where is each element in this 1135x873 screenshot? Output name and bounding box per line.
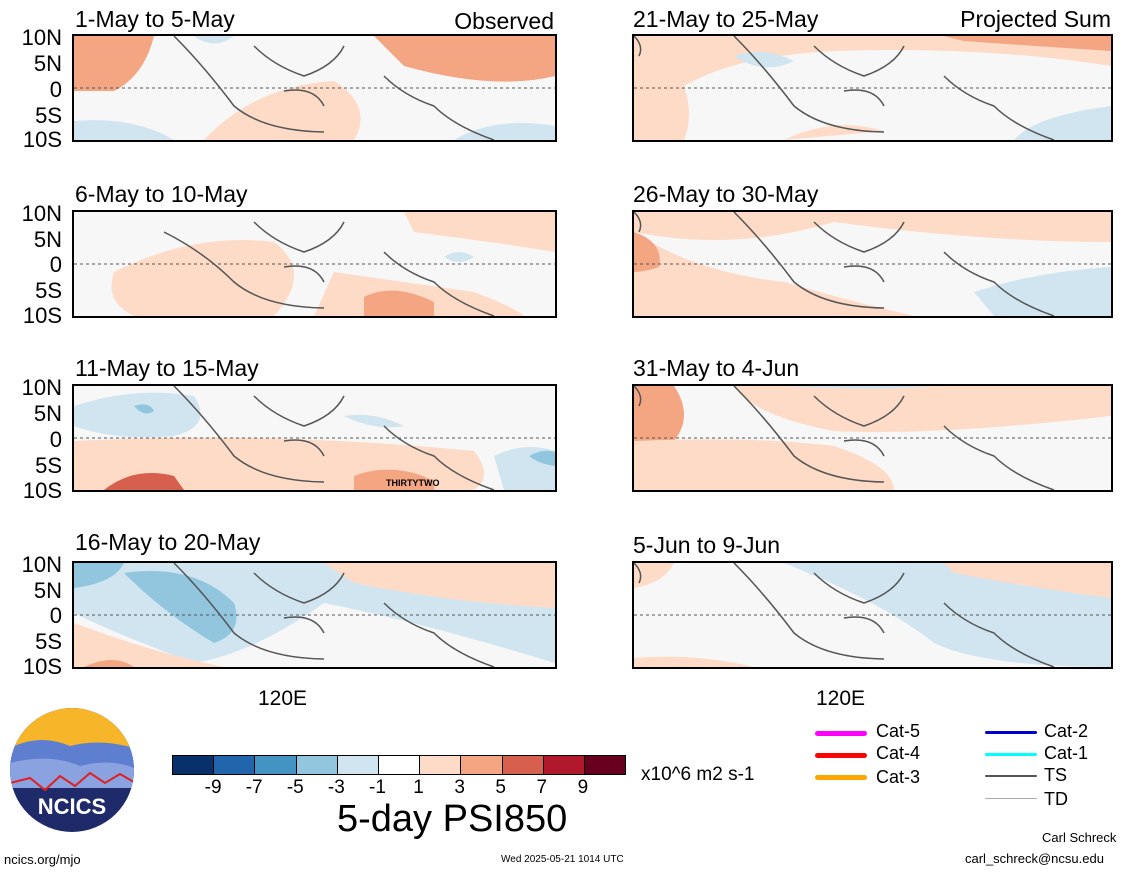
legend-label: Cat-1 [1044,743,1089,763]
lat-label: 10S [22,127,62,152]
lat-label: 10N [21,201,62,226]
panel-title: 31-May to 4-Jun [633,355,800,381]
lat-label: 5N [33,51,62,76]
storm-label: THIRTYTWO [386,478,440,488]
panel-title: 5-Jun to 9-Jun [633,532,781,558]
colorbar-tick-label: -1 [369,777,386,798]
map-panel [72,561,557,669]
lat-label: 0 [49,77,62,102]
map-panel [632,561,1113,669]
colorbar-swatch [420,756,462,774]
map-panel [632,34,1113,142]
author-email[interactable]: carl_schreck@ncsu.edu [965,851,1104,866]
map-panel [72,34,557,142]
colorbar-tick-label: -7 [245,777,263,798]
lat-label: 5S [35,453,62,478]
colorbar-tick-label: -3 [327,777,345,798]
panel-title: 1-May to 5-May [75,6,235,32]
map-panel [632,384,1113,492]
panel-title: 26-May to 30-May [633,181,819,207]
panel-tag: Observed [454,8,554,34]
legend-swatch-cat1 [985,753,1037,756]
legend-label: TD [1044,789,1068,809]
colorbar-swatch [461,756,503,774]
lat-label: 10S [22,478,62,503]
source-link[interactable]: ncics.org/mjo [4,852,81,867]
panel-title: 6-May to 10-May [75,181,248,207]
lat-label: 10N [21,552,62,577]
colorbar-tick-label: 9 [577,777,589,798]
lat-label: 5N [33,401,62,426]
lat-label: 0 [49,603,62,628]
panel-title: 21-May to 25-May [633,6,819,32]
lat-label: 5S [35,629,62,654]
colorbar-swatch [543,756,585,774]
colorbar-units: x10^6 m2 s-1 [641,764,755,785]
lat-label: 5N [33,227,62,252]
legend-label: Cat-2 [1044,721,1089,741]
lat-label: 0 [49,427,62,452]
colorbar-swatch [173,756,215,774]
lat-label: 10S [22,303,62,328]
colorbar-tick-label: 3 [454,777,465,798]
lat-label: 10N [21,375,62,400]
author-name: Carl Schreck [1042,830,1117,845]
lat-label: 10S [22,654,62,679]
colorbar-swatch [378,756,421,774]
legend-swatch-cat2 [985,731,1037,734]
colorbar [172,755,626,775]
lon-label: 120E [258,687,308,710]
colorbar-swatch [296,756,338,774]
lat-label: 5S [35,103,62,128]
legend-swatch-cat5 [815,731,867,736]
lat-label: 5S [35,278,62,303]
colorbar-swatch [337,756,379,774]
lat-label: 5N [33,578,62,603]
lat-label: 0 [49,252,62,277]
lat-label: 10N [21,25,62,50]
panel-tag: Projected Sum [960,6,1111,32]
legend-label: Cat-4 [876,743,921,763]
lon-label: 120E [816,687,866,710]
logo-text: NCICS [38,794,106,819]
map-panel [72,210,557,318]
figure-title: 5-day PSI850 [337,798,568,840]
timestamp: Wed 2025-05-21 1014 UTC [501,854,624,865]
legend-swatch-ts [985,775,1037,777]
legend-label: Cat-3 [876,767,921,787]
panel-title: 11-May to 15-May [75,355,259,381]
legend-label: Cat-5 [876,721,921,741]
colorbar-swatch [584,756,626,774]
map-panel [632,210,1113,318]
legend-swatch-cat3 [815,775,867,780]
map-panel [72,384,557,492]
colorbar-tick-label: 5 [495,777,506,798]
legend-label: TS [1044,765,1068,785]
colorbar-swatch [502,756,544,774]
colorbar-tick-label: 7 [536,777,548,798]
colorbar-swatch [255,756,297,774]
ncics-logo: NCICS [10,708,134,832]
panel-title: 16-May to 20-May [75,529,261,555]
legend-swatch-td [985,798,1037,799]
colorbar-tick-label: -5 [286,777,304,798]
legend-swatch-cat4 [815,753,867,758]
colorbar-tick-label: -9 [204,777,222,798]
colorbar-tick-label: 1 [413,777,424,798]
colorbar-swatch [214,756,256,774]
